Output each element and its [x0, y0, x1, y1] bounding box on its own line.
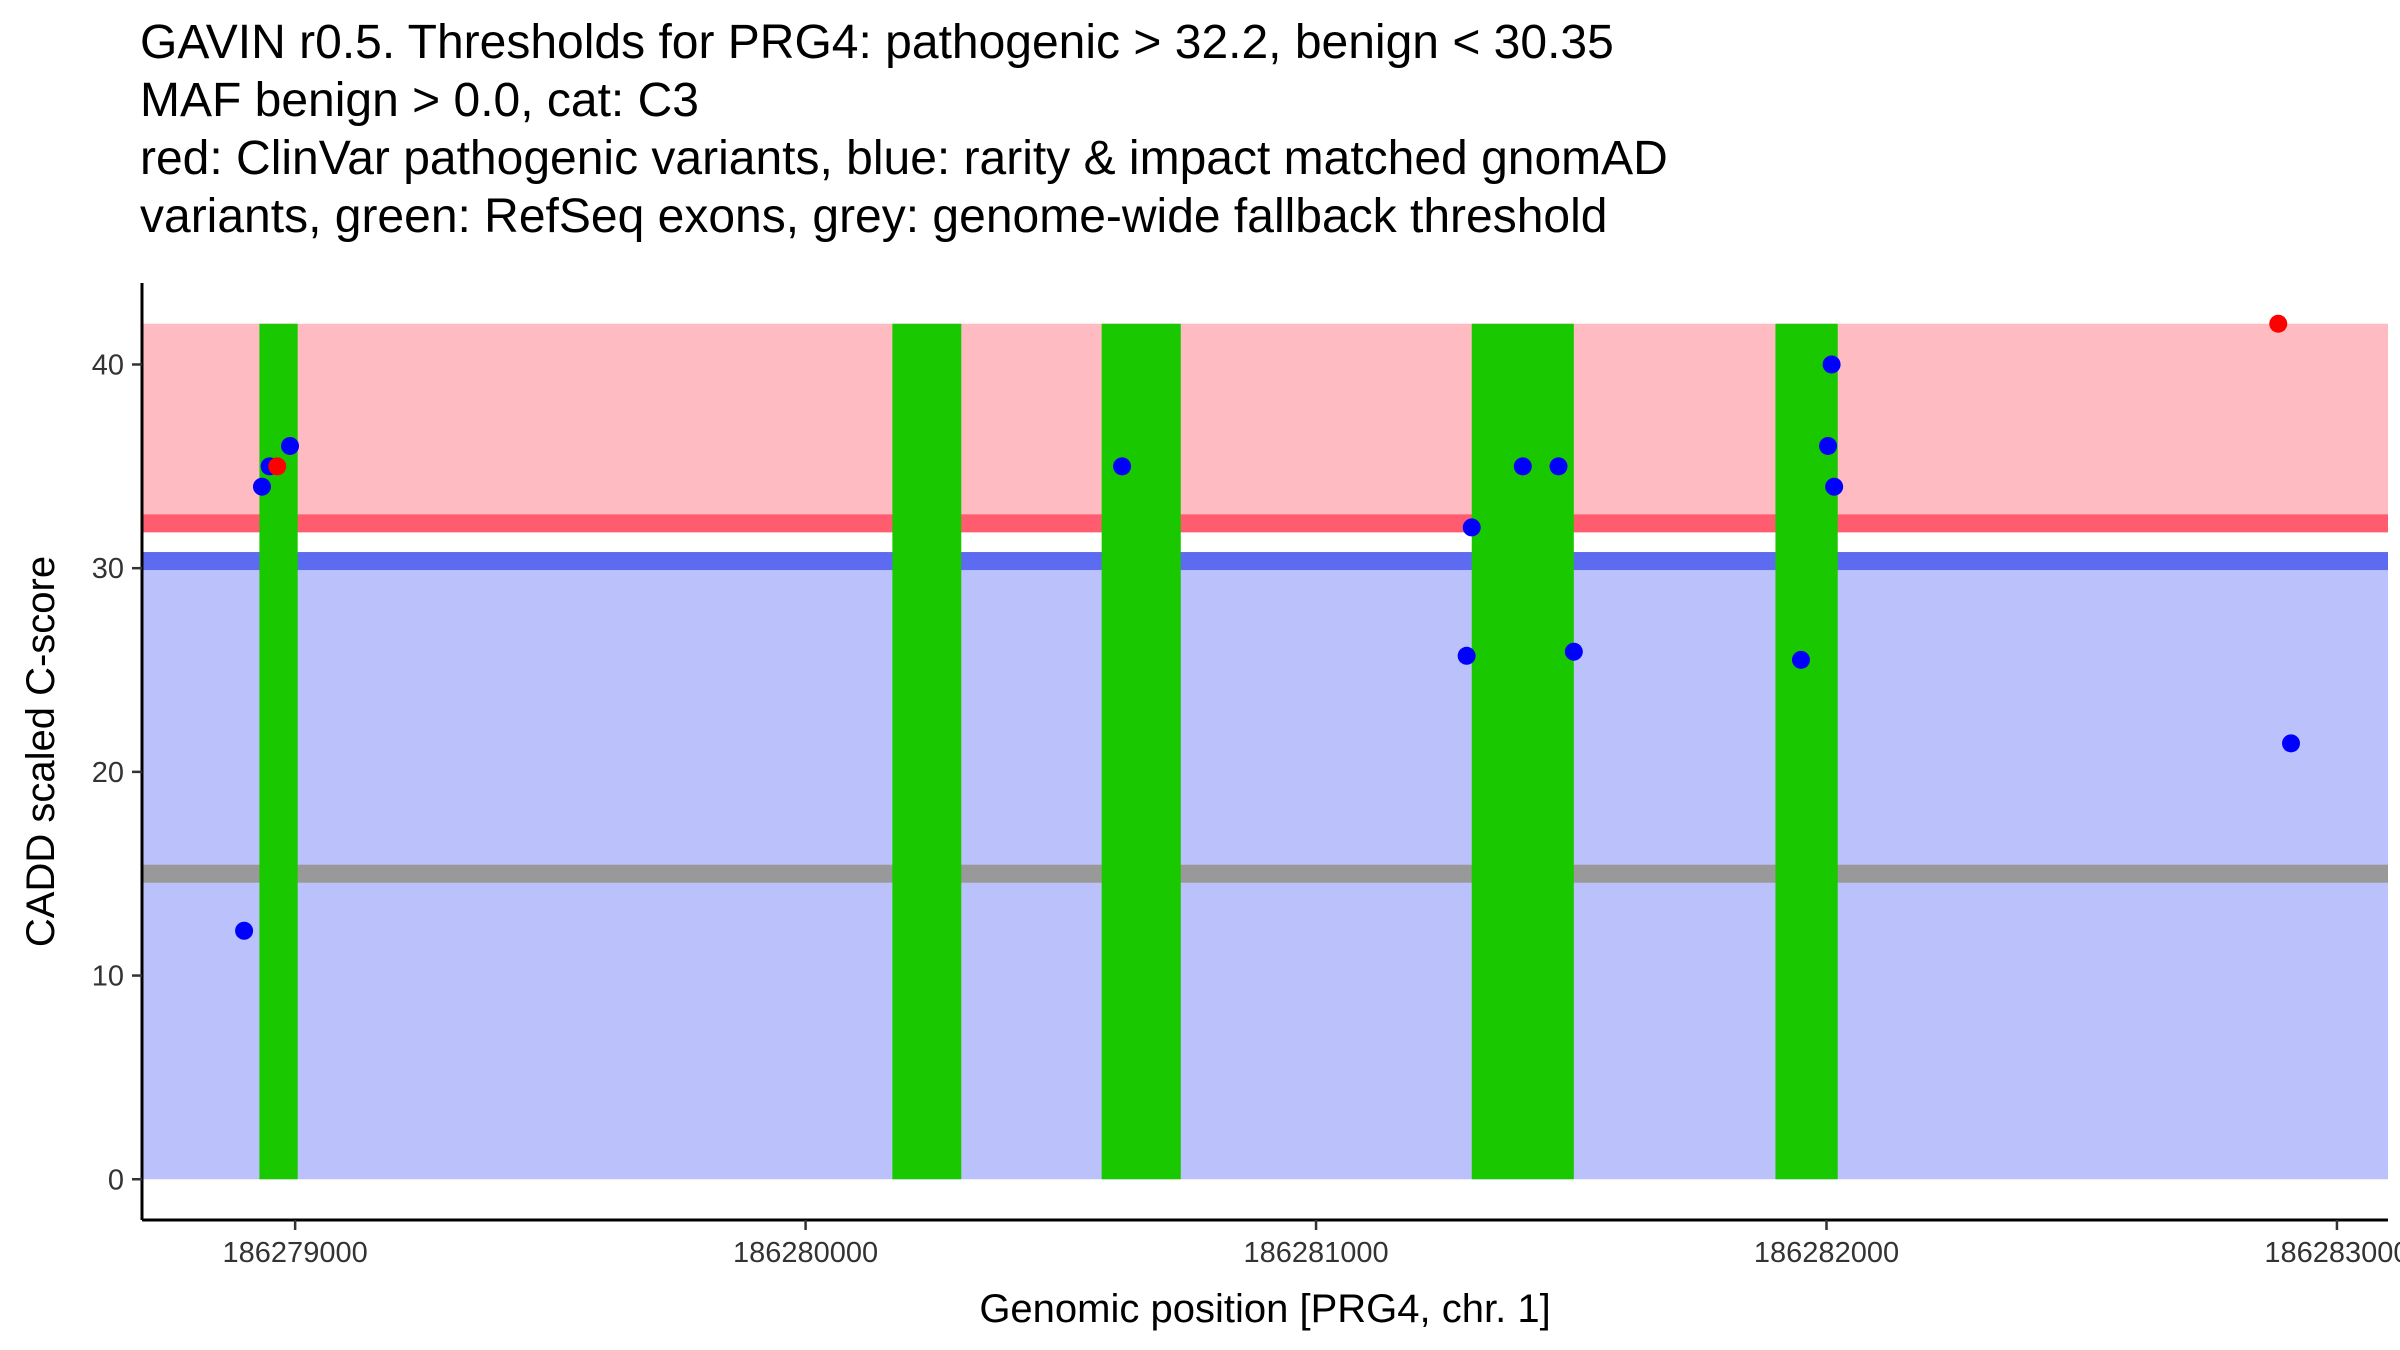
y-axis-title: CADD scaled C-score	[19, 556, 63, 947]
gnomad-point-13	[1822, 355, 1841, 374]
gnomad-point-1	[235, 921, 254, 940]
axes: 0 10 20 30 40 186279000 186280000 186281000 1862…	[92, 283, 2400, 1269]
gnomad-point-12	[1819, 436, 1838, 455]
y-tick-label-20: 20	[92, 757, 124, 789]
exon-bar-3	[1101, 323, 1181, 1180]
gnomad-point-15	[2282, 734, 2301, 753]
chart-title: GAVIN r0.5. Thresholds for PRG4: pathoge…	[140, 14, 2340, 246]
gnomad-point-5	[1113, 457, 1132, 476]
title-line-4: variants, green: RefSeq exons, grey: gen…	[140, 190, 1608, 243]
benign-threshold-line	[142, 552, 2388, 571]
gnomad-point-4	[281, 436, 300, 455]
gnomad-point-8	[1513, 457, 1532, 476]
title-line-3: red: ClinVar pathogenic variants, blue: …	[140, 132, 1668, 185]
exon-bar-2	[892, 323, 962, 1180]
gnomad-point-11	[1791, 650, 1810, 669]
y-tick-label-10: 10	[92, 961, 124, 993]
x-axis-title: Genomic position [PRG4, chr. 1]	[979, 1287, 1550, 1331]
x-tick-label-186280000: 186280000	[733, 1237, 878, 1269]
x-tick-label-186281000: 186281000	[1243, 1237, 1388, 1269]
y-tick-label-40: 40	[92, 349, 124, 381]
x-tick-label-186283000: 186283000	[2264, 1237, 2400, 1269]
gnomad-point-9	[1549, 457, 1568, 476]
gnomad-point-6	[1457, 646, 1476, 665]
title-line-1: GAVIN r0.5. Thresholds for PRG4: pathoge…	[140, 16, 1614, 69]
title-line-2: MAF benign > 0.0, cat: C3	[140, 74, 699, 127]
gnomad-point-7	[1462, 518, 1481, 537]
threshold-bands	[142, 323, 2388, 1180]
exon-bar-4	[1471, 323, 1574, 1180]
pathogenic-threshold-line	[142, 514, 2388, 533]
gnomad-point-2	[252, 477, 271, 496]
clinvar-point-1	[268, 457, 287, 476]
variant-points	[235, 314, 2301, 940]
y-tick-label-30: 30	[92, 553, 124, 585]
pathogenic-region	[142, 323, 2388, 524]
y-tick-label-0: 0	[108, 1164, 124, 1196]
x-tick-label-186279000: 186279000	[223, 1237, 368, 1269]
gnomad-point-10	[1564, 642, 1583, 661]
fallback-threshold-line	[142, 864, 2388, 883]
gnomad-point-14	[1825, 477, 1844, 496]
exon-bar-5	[1775, 323, 1838, 1180]
x-tick-label-186282000: 186282000	[1754, 1237, 1899, 1269]
clinvar-point-2	[2269, 314, 2288, 333]
